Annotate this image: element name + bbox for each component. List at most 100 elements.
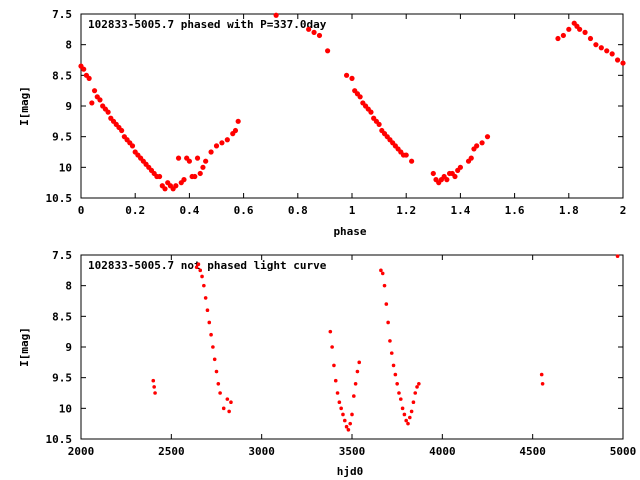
- data-point: [368, 109, 374, 115]
- data-point: [186, 158, 192, 164]
- x-tick-label: 0.6: [234, 204, 254, 217]
- x-tick-label: 0.4: [179, 204, 199, 217]
- y-tick-label: 9.5: [52, 131, 72, 144]
- data-point: [89, 100, 95, 106]
- y-tick-label: 10: [59, 161, 72, 174]
- data-point: [406, 421, 410, 426]
- data-point: [227, 409, 231, 414]
- data-point: [357, 94, 363, 100]
- data-point: [415, 385, 419, 389]
- data-point: [207, 320, 212, 325]
- y-tick-label: 8: [65, 39, 72, 52]
- data-point: [388, 339, 392, 343]
- data-point: [194, 155, 201, 161]
- data-point: [343, 72, 350, 78]
- data-point: [339, 406, 343, 411]
- data-point: [380, 271, 385, 276]
- data-point: [411, 400, 416, 405]
- data-point: [474, 143, 480, 149]
- data-point: [332, 363, 336, 368]
- data-point: [151, 378, 156, 383]
- data-point: [452, 173, 458, 180]
- data-point: [348, 421, 352, 426]
- data-point: [235, 118, 241, 124]
- x-tick-label: 1.2: [396, 204, 416, 217]
- data-point: [395, 382, 399, 386]
- data-point: [214, 369, 219, 374]
- data-point: [393, 372, 398, 377]
- data-point: [213, 143, 220, 149]
- data-point: [153, 391, 157, 395]
- data-point: [609, 51, 615, 57]
- data-point: [444, 177, 450, 183]
- plot-frame: [80, 254, 624, 440]
- data-point: [484, 134, 491, 140]
- data-point: [587, 35, 594, 42]
- data-point: [192, 173, 198, 180]
- data-point: [400, 406, 405, 411]
- y-ticks: 7.5 8 8.5 9 9.5 10 10.5: [46, 249, 623, 446]
- data-point: [398, 397, 403, 401]
- y-axis-label: I[mag]: [18, 327, 31, 367]
- data-point: [105, 109, 111, 115]
- x-tick-label: 1.4: [450, 204, 470, 217]
- data-point: [337, 400, 342, 405]
- data-point: [342, 418, 347, 423]
- data-point: [391, 363, 396, 368]
- data-point: [200, 164, 206, 170]
- y-tick-label: 9: [65, 341, 72, 354]
- y-tick-label: 8.5: [52, 310, 72, 323]
- chart-title: 102833-5005.7 phased with P=337.0day: [88, 18, 327, 31]
- data-point: [152, 385, 156, 389]
- data-point: [593, 42, 599, 48]
- x-tick-label: 4500: [519, 445, 546, 458]
- data-point: [620, 60, 626, 66]
- data-point: [229, 400, 233, 405]
- y-axis-label: I[mag]: [18, 86, 31, 126]
- data-point: [224, 137, 230, 143]
- data-point: [200, 274, 204, 279]
- data-point: [555, 35, 561, 42]
- data-point: [352, 394, 356, 398]
- data-point: [341, 412, 345, 417]
- x-ticks: 2000 2500 3000 3500 4000 4500 5000: [68, 255, 637, 458]
- data-point: [306, 26, 312, 32]
- data-point: [203, 296, 208, 300]
- data-point: [479, 140, 485, 146]
- data-point: [156, 173, 163, 180]
- data-point: [384, 302, 389, 306]
- data-point: [97, 97, 103, 103]
- data-point: [198, 268, 203, 273]
- data-point: [311, 29, 317, 35]
- x-tick-label: 5000: [610, 445, 637, 458]
- data-point: [91, 88, 98, 94]
- data-point: [409, 409, 414, 414]
- data-point: [119, 127, 125, 134]
- data-point: [540, 382, 545, 386]
- data-points: [151, 254, 620, 432]
- phased-light-curve-panel: 102833-5005.7 phased with P=337.0day pha…: [18, 8, 626, 238]
- data-point: [468, 155, 474, 161]
- y-tick-label: 7.5: [52, 249, 72, 262]
- y-tick-label: 10: [59, 402, 72, 415]
- data-point: [386, 320, 390, 325]
- data-point: [346, 428, 351, 432]
- data-point: [175, 155, 182, 161]
- data-point: [409, 158, 415, 164]
- data-point: [181, 177, 187, 183]
- data-point: [353, 382, 358, 386]
- x-tick-label: 2000: [68, 445, 95, 458]
- data-point: [221, 406, 226, 411]
- x-axis-label: phase: [333, 225, 366, 238]
- data-point: [273, 12, 279, 18]
- data-point: [430, 170, 436, 177]
- data-point: [357, 360, 362, 365]
- data-point: [209, 332, 213, 337]
- data-point: [196, 262, 201, 267]
- data-point: [413, 391, 418, 395]
- data-point: [404, 418, 409, 423]
- x-tick-label: 1.6: [505, 204, 525, 217]
- data-point: [457, 164, 463, 170]
- x-axis-label: hjd0: [337, 465, 364, 478]
